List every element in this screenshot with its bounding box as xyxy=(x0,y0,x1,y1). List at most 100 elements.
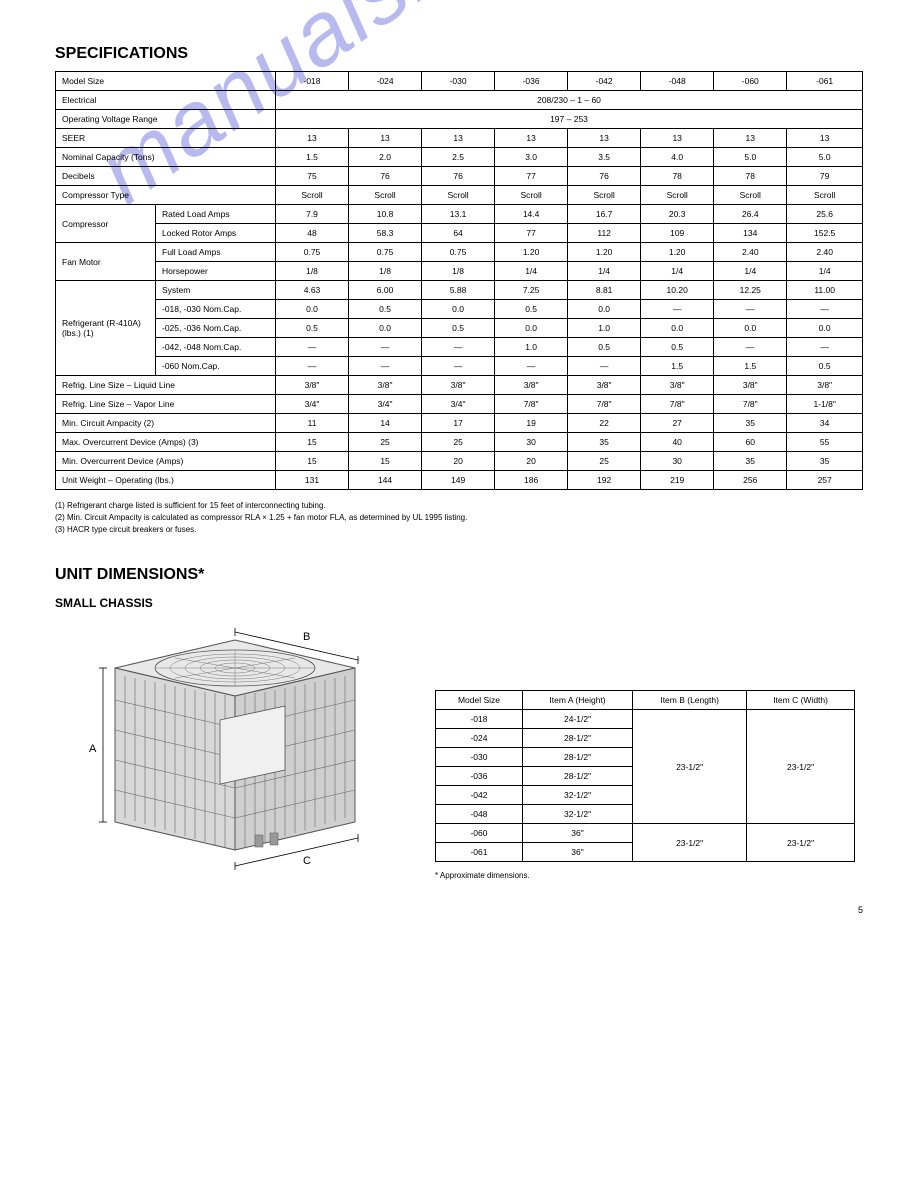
data-cell: 256 xyxy=(714,471,787,490)
table-row: -06036"23-1/2"23-1/2" xyxy=(436,824,855,843)
data-cell: 2.40 xyxy=(787,243,863,262)
data-cell: 0.75 xyxy=(422,243,495,262)
data-cell: 15 xyxy=(276,452,349,471)
data-cell: 3/8" xyxy=(495,376,568,395)
height-cell: 28-1/2" xyxy=(522,767,632,786)
data-cell: 40 xyxy=(641,433,714,452)
data-cell: 13 xyxy=(714,129,787,148)
height-cell: 28-1/2" xyxy=(522,729,632,748)
header-cell: Item A (Height) xyxy=(522,691,632,710)
data-cell: — xyxy=(349,357,422,376)
row-label: Full Load Amps xyxy=(156,243,276,262)
data-cell: 35 xyxy=(714,452,787,471)
data-cell: 1.5 xyxy=(276,148,349,167)
page-content: SPECIFICATIONS Model Size-018-024-030-03… xyxy=(55,45,863,900)
data-cell: 1/4 xyxy=(641,262,714,281)
data-cell: 25 xyxy=(349,433,422,452)
data-cell: 35 xyxy=(714,414,787,433)
data-cell: 0.5 xyxy=(276,319,349,338)
data-cell: Scroll xyxy=(568,186,641,205)
dim-label-a: A xyxy=(89,743,97,755)
data-cell: -018 xyxy=(276,72,349,91)
data-cell: 2.40 xyxy=(714,243,787,262)
data-cell: -061 xyxy=(787,72,863,91)
header-cell: Model Size xyxy=(436,691,523,710)
data-cell: -042 xyxy=(568,72,641,91)
specs-title: SPECIFICATIONS xyxy=(55,45,863,63)
data-cell: 3/8" xyxy=(787,376,863,395)
length-cell: 23-1/2" xyxy=(633,824,747,862)
dimensions-footnote: * Approximate dimensions. xyxy=(435,870,863,882)
data-cell: 0.75 xyxy=(349,243,422,262)
data-cell: 219 xyxy=(641,471,714,490)
row-label: Min. Overcurrent Device (Amps) xyxy=(56,452,276,471)
table-row: SEER1313131313131313 xyxy=(56,129,863,148)
model-cell: -018 xyxy=(436,710,523,729)
table-row: Refrigerant (R-410A) (lbs.) (1)System4.6… xyxy=(56,281,863,300)
data-cell: 78 xyxy=(641,167,714,186)
data-cell: 1.0 xyxy=(495,338,568,357)
data-cell: — xyxy=(276,357,349,376)
dim-label-b: B xyxy=(303,631,310,643)
data-cell: 20 xyxy=(495,452,568,471)
data-cell: 144 xyxy=(349,471,422,490)
data-cell: Scroll xyxy=(422,186,495,205)
row-label: -060 Nom.Cap. xyxy=(156,357,276,376)
data-cell: 3/8" xyxy=(422,376,495,395)
data-cell: 79 xyxy=(787,167,863,186)
page-number: 5 xyxy=(858,905,863,915)
table-row: Refrig. Line Size – Vapor Line3/4"3/4"3/… xyxy=(56,395,863,414)
data-cell: Scroll xyxy=(495,186,568,205)
header-cell: Item C (Width) xyxy=(747,691,855,710)
data-cell: -024 xyxy=(349,72,422,91)
group-label: Fan Motor xyxy=(56,243,156,281)
data-cell: 186 xyxy=(495,471,568,490)
data-cell: 17 xyxy=(422,414,495,433)
model-cell: -042 xyxy=(436,786,523,805)
table-row: Fan MotorFull Load Amps0.750.750.751.201… xyxy=(56,243,863,262)
data-cell: 26.4 xyxy=(714,205,787,224)
data-cell: 15 xyxy=(276,433,349,452)
data-cell: 5.0 xyxy=(714,148,787,167)
data-cell: — xyxy=(422,357,495,376)
data-cell: 7/8" xyxy=(714,395,787,414)
data-cell: 13 xyxy=(422,129,495,148)
row-label: Rated Load Amps xyxy=(156,205,276,224)
data-cell: 1.20 xyxy=(495,243,568,262)
data-cell: — xyxy=(422,338,495,357)
data-cell: 8.81 xyxy=(568,281,641,300)
table-row: -018, -030 Nom.Cap.0.00.50.00.50.0——— xyxy=(56,300,863,319)
table-row: CompressorRated Load Amps7.910.813.114.4… xyxy=(56,205,863,224)
data-cell: 0.0 xyxy=(568,300,641,319)
data-cell: 14 xyxy=(349,414,422,433)
table-row: Horsepower1/81/81/81/41/41/41/41/4 xyxy=(56,262,863,281)
table-row: Min. Overcurrent Device (Amps)1515202025… xyxy=(56,452,863,471)
data-cell: 75 xyxy=(276,167,349,186)
height-cell: 28-1/2" xyxy=(522,748,632,767)
data-cell: 35 xyxy=(787,452,863,471)
row-label: Refrig. Line Size – Liquid Line xyxy=(56,376,276,395)
row-label: Horsepower xyxy=(156,262,276,281)
data-cell: 3/8" xyxy=(568,376,641,395)
data-cell: 10.8 xyxy=(349,205,422,224)
data-cell: 1/8 xyxy=(276,262,349,281)
row-label: Compressor Type xyxy=(56,186,276,205)
data-cell: 3/4" xyxy=(349,395,422,414)
data-cell: — xyxy=(349,338,422,357)
data-cell: 25 xyxy=(422,433,495,452)
data-cell: 13.1 xyxy=(422,205,495,224)
data-cell: 0.0 xyxy=(495,319,568,338)
data-cell: 0.0 xyxy=(714,319,787,338)
data-cell: 5.0 xyxy=(787,148,863,167)
data-cell: 4.0 xyxy=(641,148,714,167)
data-cell: 13 xyxy=(495,129,568,148)
specs-footnotes: (1) Refrigerant charge listed is suffici… xyxy=(55,500,863,536)
specs-table: Model Size-018-024-030-036-042-048-060-0… xyxy=(55,71,863,490)
data-cell: 0.0 xyxy=(641,319,714,338)
table-header-row: Model SizeItem A (Height)Item B (Length)… xyxy=(436,691,855,710)
row-label: Operating Voltage Range xyxy=(56,110,276,129)
data-cell: 0.5 xyxy=(568,338,641,357)
spanned-cell: 197 – 253 xyxy=(276,110,863,129)
row-label: Electrical xyxy=(56,91,276,110)
table-row: Electrical208/230 – 1 – 60 xyxy=(56,91,863,110)
